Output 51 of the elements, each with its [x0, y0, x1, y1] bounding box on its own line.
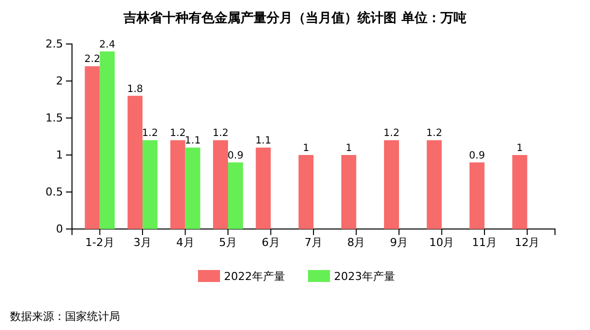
- legend-label: 2023年产量: [334, 270, 395, 283]
- x-tick-label: 8月: [347, 236, 366, 249]
- data-label: 1: [302, 143, 310, 154]
- x-tick-label: 4月: [176, 236, 194, 249]
- bar: [170, 140, 186, 229]
- y-tick-label: 2.5: [46, 38, 63, 51]
- x-tick-label: 10月: [429, 236, 454, 249]
- data-label: 2.4: [99, 39, 116, 50]
- bar: [341, 155, 356, 229]
- x-tick-label: 12月: [514, 236, 540, 249]
- bar: [142, 140, 158, 229]
- data-label: 2.2: [84, 54, 100, 66]
- data-label: 1.2: [170, 128, 186, 140]
- data-label: 1.2: [426, 128, 442, 140]
- bar: [213, 140, 228, 229]
- y-tick-label: 0.5: [46, 186, 63, 199]
- x-tick-label: 7月: [304, 236, 322, 249]
- bar: [228, 162, 243, 229]
- bar: [298, 155, 314, 229]
- bar: [84, 66, 100, 229]
- y-tick-label: 1.5: [46, 112, 63, 125]
- y-tick-label: 2: [56, 74, 63, 88]
- bar: [512, 155, 528, 229]
- x-tick-label: 11月: [472, 236, 497, 249]
- data-label: 0.9: [469, 150, 485, 162]
- bar: [128, 96, 143, 229]
- x-tick-label: 1-2月: [85, 236, 114, 249]
- data-label: 1.2: [384, 128, 400, 140]
- bar: [470, 162, 484, 229]
- bar: [185, 148, 200, 229]
- y-tick-label: 1: [56, 148, 63, 162]
- y-tick-label: 0: [56, 222, 63, 236]
- x-tick-label: 9月: [390, 236, 408, 249]
- x-tick-label: 6月: [262, 236, 280, 249]
- legend-label: 2022年产量: [224, 270, 285, 283]
- data-label: 1: [516, 143, 523, 154]
- data-label: 1.8: [127, 84, 143, 95]
- data-label: 1.1: [255, 136, 272, 147]
- source-note: 数据来源：国家统计局: [10, 310, 120, 323]
- data-label: 1.2: [212, 128, 228, 140]
- bar: [256, 148, 271, 229]
- data-label: 1.1: [184, 136, 201, 147]
- data-label: 1.2: [142, 128, 158, 140]
- bar: [100, 51, 115, 229]
- bar: [426, 140, 442, 229]
- data-label: 1: [346, 143, 352, 154]
- x-tick-label: 5月: [219, 236, 238, 249]
- bar: [384, 140, 399, 229]
- x-tick-label: 3月: [134, 236, 152, 249]
- data-label: 0.9: [228, 150, 244, 162]
- chart-title: 吉林省十种有色金属产量分月（当月值）统计图 单位：万吨: [122, 10, 466, 26]
